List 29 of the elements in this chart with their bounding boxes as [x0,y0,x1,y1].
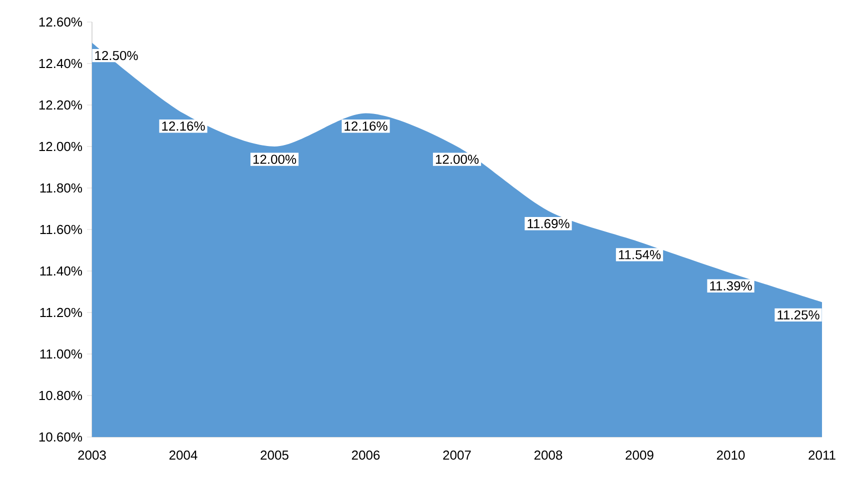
data-label: 11.69% [528,219,570,228]
x-tick-label: 2006 [352,450,380,460]
y-tick-label: 12.40% [39,58,82,68]
data-label: 12.00% [436,154,479,164]
data-label: 12.16% [344,121,388,131]
data-label: 12.16% [162,121,205,131]
y-tick-label: 11.80% [40,183,82,193]
y-tick-label: 12.60% [39,17,82,27]
y-tick-label: 11.60% [40,224,82,234]
y-tick-label: 11.00% [40,349,82,359]
x-tick-label: 2007 [443,450,471,460]
data-label: 11.25% [778,310,820,320]
data-label: 11.39% [710,281,752,290]
y-tick-label: 12.20% [39,100,82,110]
x-tick-label: 2004 [169,450,198,460]
x-tick-label: 2011 [808,450,836,460]
y-tick-label: 11.40% [40,266,82,276]
y-tick-label: 11.20% [40,308,82,318]
x-tick-label: 2003 [78,450,106,460]
data-label: 12.00% [253,154,296,164]
x-tick-label: 2008 [534,450,562,460]
x-tick-label: 2010 [716,450,745,460]
x-tick-label: 2009 [626,450,654,460]
y-tick-label: 10.60% [39,432,82,442]
data-label: 12.50% [95,50,138,60]
y-tick-label: 10.80% [39,390,82,400]
x-tick-label: 2005 [260,450,288,460]
data-label: 11.54% [618,250,661,260]
y-tick-label: 12.00% [39,142,82,152]
